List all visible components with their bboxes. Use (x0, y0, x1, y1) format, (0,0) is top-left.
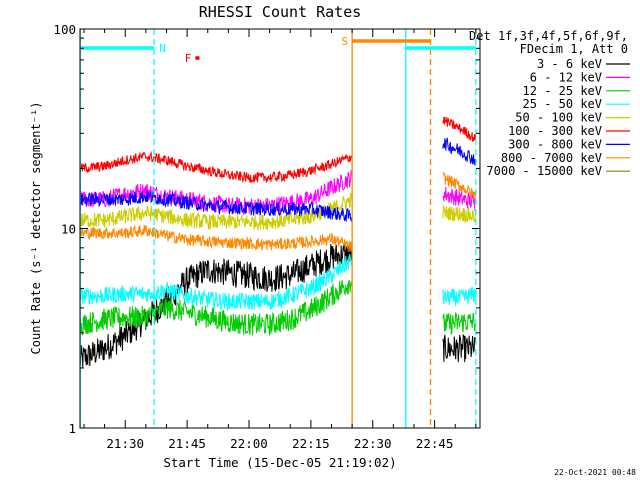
legend-entry-label: 6 - 12 keV (530, 70, 602, 84)
series-line-5-post-gap (442, 205, 476, 224)
y-axis-label: Count Rate (s⁻¹ detector segment⁻¹) (29, 102, 43, 355)
legend-entry-label: 100 - 300 keV (508, 124, 602, 138)
chart-title: RHESSI Count Rates (199, 3, 362, 21)
x-tick-label: 21:30 (106, 436, 144, 451)
legend-entry-label: 7000 - 15000 keV (486, 164, 602, 178)
legend-entry-label: 25 - 50 keV (523, 97, 602, 111)
series-line-4 (80, 253, 353, 312)
x-tick-label: 22:30 (354, 436, 392, 451)
legend-header-line: FDecim 1, Att 0 (520, 42, 628, 56)
x-tick-label: 22:00 (230, 436, 268, 451)
x-axis-label: Start Time (15-Dec-05 21:19:02) (163, 455, 396, 470)
series-line-6-post-gap (442, 116, 476, 142)
series-line-8-post-gap (442, 172, 476, 202)
series-line-5 (80, 192, 353, 231)
x-tick-label: 22:15 (292, 436, 330, 451)
y-tick-label: 10 (61, 222, 76, 237)
series-line-3-post-gap (442, 311, 476, 335)
series-line-2 (80, 170, 353, 216)
series-line-4-post-gap (442, 286, 476, 307)
legend-entry-label: 12 - 25 keV (523, 84, 602, 98)
series-line-8 (80, 224, 353, 252)
x-tick-label: 21:45 (168, 436, 206, 451)
timestamp: 22-Oct-2021 00:48 (554, 468, 636, 477)
x-tick-label: 22:45 (416, 436, 454, 451)
legend-header-line: Det 1f,3f,4f,5f,6f,9f, (469, 29, 628, 43)
legend-entry-label: 50 - 100 keV (515, 111, 602, 125)
series-line-1 (80, 242, 353, 368)
series-line-1-post-gap (442, 333, 476, 363)
series-line-3 (80, 279, 353, 336)
series-line-6 (80, 150, 353, 184)
y-tick-label: 100 (53, 22, 76, 37)
y-tick-label: 1 (68, 421, 76, 436)
attenuator-label: F (185, 52, 192, 65)
attenuator-label: S (341, 35, 348, 48)
legend-entry-label: 800 - 7000 keV (501, 151, 602, 165)
attenuator-label: N (159, 42, 166, 55)
series-line-7 (80, 189, 353, 222)
legend-entry-label: 300 - 800 keV (508, 137, 602, 151)
legend-entry-label: 3 - 6 keV (537, 57, 602, 71)
series-line-7-post-gap (442, 137, 476, 166)
